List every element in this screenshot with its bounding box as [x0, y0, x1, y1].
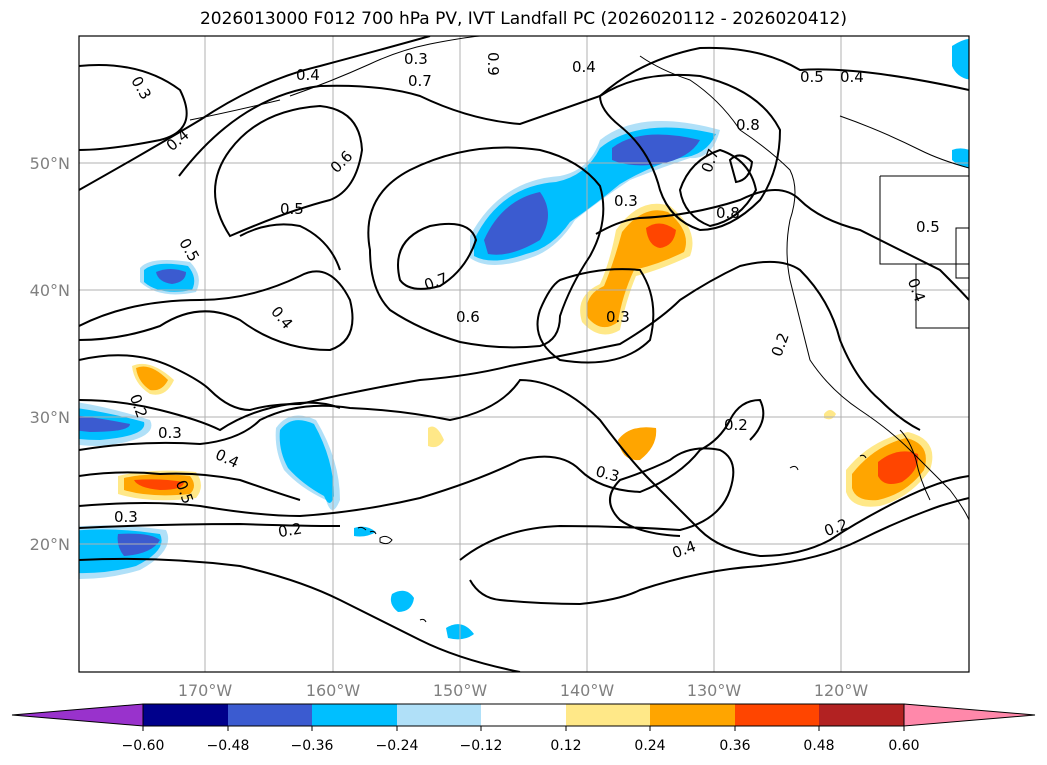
map-frame — [78, 35, 970, 673]
lon-label: 120°W — [814, 681, 869, 700]
contour-label: 0.4 — [840, 68, 864, 86]
contour-label: 0.2 — [822, 515, 851, 540]
colorbar-tick-label: −0.60 — [122, 738, 165, 754]
contour-label: 0.3 — [114, 508, 138, 526]
contour-labels: 0.3 0.4 0.4 0.3 0.7 0.9 0.4 0.5 0.4 0.7 … — [114, 50, 940, 562]
contour-label: 0.3 — [614, 192, 638, 210]
lon-label: 150°W — [433, 681, 488, 700]
neg-blob-small-1 — [390, 590, 414, 612]
contour-label: 0.2 — [768, 330, 793, 359]
lat-label: 30°N — [30, 408, 70, 427]
longitude-labels: 170°W 160°W 150°W 140°W 130°W 120°W — [178, 681, 869, 700]
colorbar-extend-low — [11, 703, 144, 727]
contour-label: 0.5 — [175, 235, 203, 265]
pos-tongue-dark — [646, 223, 676, 248]
contour-label: 0.3 — [594, 462, 622, 486]
pos-blob-small-1 — [428, 426, 444, 448]
pos-blob-baja-dark — [878, 451, 919, 484]
lat-label: 40°N — [30, 281, 70, 300]
contour-label: 0.5 — [916, 218, 940, 236]
contour-label: 0.6 — [327, 147, 357, 177]
contour-label: 0.6 — [456, 308, 480, 326]
colorbar-segment — [566, 704, 650, 726]
pos-blob-small-3 — [824, 410, 836, 420]
contour-label: 0.2 — [724, 416, 748, 434]
colorbar-tick-label: 0.24 — [634, 738, 665, 754]
colorbar: −0.60 −0.48 −0.36 −0.24 −0.12 0.12 0.24 … — [11, 703, 1036, 754]
lon-label: 130°W — [687, 681, 742, 700]
colorbar-extend-high — [903, 703, 1036, 727]
lon-label: 170°W — [178, 681, 233, 700]
islands — [357, 454, 867, 623]
neg-blob-ne-2 — [952, 148, 969, 168]
pv-contours — [79, 36, 969, 672]
contour-label: 0.4 — [904, 276, 929, 305]
lon-label: 140°W — [560, 681, 615, 700]
lat-label: 50°N — [30, 154, 70, 173]
neg-blob-small-3 — [354, 526, 376, 537]
contour-label: 0.3 — [404, 50, 428, 68]
graticule — [79, 36, 969, 672]
colorbar-tick-label: −0.48 — [207, 738, 250, 754]
contour-label: 0.4 — [296, 66, 320, 84]
colorbar-segment — [481, 704, 566, 726]
contour-label: 0.5 — [280, 200, 304, 218]
contour-label: 0.3 — [606, 308, 630, 326]
contour-label: 0.4 — [163, 126, 193, 155]
contour-label: 0.4 — [267, 303, 296, 333]
neg-band-dark — [484, 134, 700, 255]
colorbar-segment — [819, 704, 904, 726]
contour-label: 0.3 — [127, 73, 155, 103]
chart-title: 2026013000 F012 700 hPa PV, IVT Landfall… — [199, 9, 847, 29]
colorbar-segment — [312, 704, 397, 726]
colorbar-tick-label: −0.24 — [376, 738, 419, 754]
colorbar-tick-label: 0.48 — [803, 738, 834, 754]
contour-label: 0.5 — [800, 68, 824, 86]
colorbar-segment — [228, 704, 312, 726]
contour-label: 0.4 — [213, 445, 242, 471]
colorbar-tick-label: −0.12 — [460, 738, 503, 754]
colorbar-ticks — [142, 726, 905, 731]
contour-label: 0.7 — [408, 72, 432, 90]
lon-label: 160°W — [306, 681, 361, 700]
latitude-labels: 50°N 40°N 30°N 20°N — [30, 154, 70, 554]
contour-label: 0.4 — [670, 537, 699, 562]
contour-label: 0.2 — [277, 519, 304, 541]
contour-label: 0.8 — [736, 116, 760, 134]
contour-label: 0.4 — [572, 58, 596, 76]
colorbar-segment — [735, 704, 819, 726]
contour-label: 0.8 — [716, 204, 740, 222]
contour-label: 0.3 — [158, 424, 182, 442]
lat-label: 20°N — [30, 535, 70, 554]
colorbar-tick-label: 0.60 — [888, 738, 919, 754]
colorbar-segment — [650, 704, 735, 726]
colorbar-tick-label: 0.36 — [719, 738, 750, 754]
neg-blob-ne-1 — [952, 38, 969, 80]
colorbar-tick-label: −0.36 — [291, 738, 334, 754]
colorbar-tick-label: 0.12 — [550, 738, 581, 754]
coastlines — [189, 36, 969, 521]
pos-blob-small-2 — [618, 427, 657, 461]
contour-label: 0.9 — [484, 52, 502, 76]
colorbar-segment — [143, 704, 228, 726]
colorbar-segment — [397, 704, 481, 726]
